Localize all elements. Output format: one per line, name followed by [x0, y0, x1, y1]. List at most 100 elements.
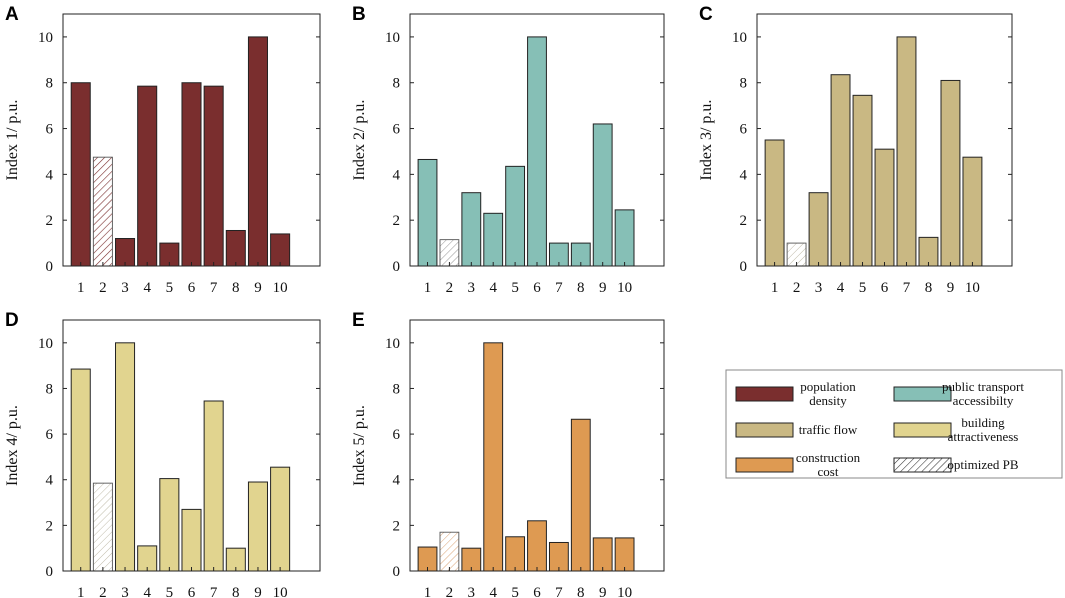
y-tick-label: 10: [38, 30, 53, 46]
bar: [203, 85, 224, 267]
y-tick-label: 10: [38, 336, 53, 352]
x-tick-label: 4: [143, 280, 151, 296]
x-tick-label: 2: [446, 280, 454, 296]
x-tick-label: 1: [77, 280, 85, 296]
x-tick-label: 8: [232, 585, 240, 598]
bar: [505, 165, 526, 267]
panel-letter: D: [5, 310, 19, 331]
bar: [527, 36, 547, 267]
y-tick-label: 4: [46, 473, 54, 489]
bar: [505, 536, 526, 572]
bar: [896, 36, 917, 267]
bar-optimized-pb: [92, 156, 113, 267]
bar: [614, 537, 635, 572]
y-tick-label: 4: [46, 167, 54, 183]
y-axis-label: Index 4/ p.u.: [4, 405, 21, 486]
x-tick-label: 8: [577, 585, 585, 598]
x-tick-label: 1: [424, 585, 432, 598]
bar: [461, 192, 482, 267]
x-tick-label: 4: [837, 280, 845, 296]
bar: [181, 508, 202, 572]
legend-entry: optimized PB: [893, 457, 1019, 473]
x-tick-label: 7: [903, 280, 911, 296]
y-tick-label: 2: [46, 213, 54, 229]
bar: [940, 79, 961, 267]
x-tick-label: 3: [121, 280, 129, 296]
x-tick-label: 6: [533, 585, 541, 598]
x-tick-label: 10: [617, 585, 632, 598]
x-tick-label: 8: [232, 280, 240, 296]
y-tick-label: 6: [393, 122, 401, 138]
x-tick-label: 6: [188, 280, 196, 296]
x-tick-label: 5: [859, 280, 867, 296]
legend-label: accessibilty: [953, 393, 1014, 408]
y-axis-label: Index 1/ p.u.: [4, 100, 21, 181]
x-tick-label: 9: [599, 585, 607, 598]
bar: [592, 123, 613, 267]
bar: [115, 238, 136, 267]
x-tick-label: 1: [424, 280, 432, 296]
y-tick-label: 10: [385, 336, 400, 352]
y-tick-label: 10: [385, 30, 400, 46]
bar: [764, 139, 785, 267]
y-tick-label: 6: [393, 427, 401, 443]
bar: [270, 466, 291, 572]
x-tick-label: 6: [533, 280, 541, 296]
x-tick-label: 2: [446, 585, 454, 598]
y-tick-label: 2: [393, 518, 401, 534]
x-tick-label: 6: [881, 280, 889, 296]
bar-optimized-pb: [92, 482, 113, 572]
y-tick-label: 8: [393, 76, 401, 92]
x-tick-label: 9: [599, 280, 607, 296]
legend-label: public transport: [942, 379, 1024, 394]
bar: [852, 94, 873, 267]
legend-label: traffic flow: [799, 422, 858, 437]
x-tick-label: 2: [99, 585, 107, 598]
y-tick-label: 8: [740, 76, 748, 92]
y-tick-label: 4: [740, 167, 748, 183]
x-tick-label: 10: [617, 280, 632, 296]
bar: [270, 233, 291, 267]
x-tick-label: 4: [489, 280, 497, 296]
x-tick-label: 8: [925, 280, 933, 296]
legend-entry: traffic flow: [735, 422, 858, 438]
x-tick-label: 5: [511, 280, 519, 296]
bar: [592, 537, 613, 572]
x-tick-label: 5: [166, 585, 174, 598]
bar: [614, 209, 635, 267]
y-tick-label: 4: [393, 167, 401, 183]
y-tick-label: 2: [740, 213, 748, 229]
y-axis-label: Index 3/ p.u.: [698, 100, 715, 181]
x-tick-label: 3: [121, 585, 129, 598]
x-tick-label: 7: [210, 280, 218, 296]
bar: [874, 148, 895, 267]
legend-label: cost: [818, 464, 839, 479]
x-tick-label: 2: [99, 280, 107, 296]
bar: [247, 481, 268, 572]
x-tick-label: 5: [166, 280, 174, 296]
legend-label: building: [961, 415, 1005, 430]
x-tick-label: 9: [254, 585, 262, 598]
legend-swatch: [735, 457, 794, 473]
y-tick-label: 0: [393, 259, 401, 275]
legend-label: density: [809, 393, 847, 408]
x-tick-label: 7: [555, 585, 563, 598]
panel-letter: A: [5, 4, 19, 25]
y-tick-label: 4: [393, 473, 401, 489]
bar: [247, 36, 268, 267]
y-tick-label: 0: [46, 564, 54, 580]
y-tick-label: 8: [393, 381, 401, 397]
legend-label: population: [800, 379, 856, 394]
bar: [203, 400, 224, 572]
bar: [962, 156, 983, 267]
legend-swatch: [893, 457, 952, 473]
x-tick-label: 3: [468, 280, 476, 296]
y-tick-label: 10: [732, 30, 747, 46]
